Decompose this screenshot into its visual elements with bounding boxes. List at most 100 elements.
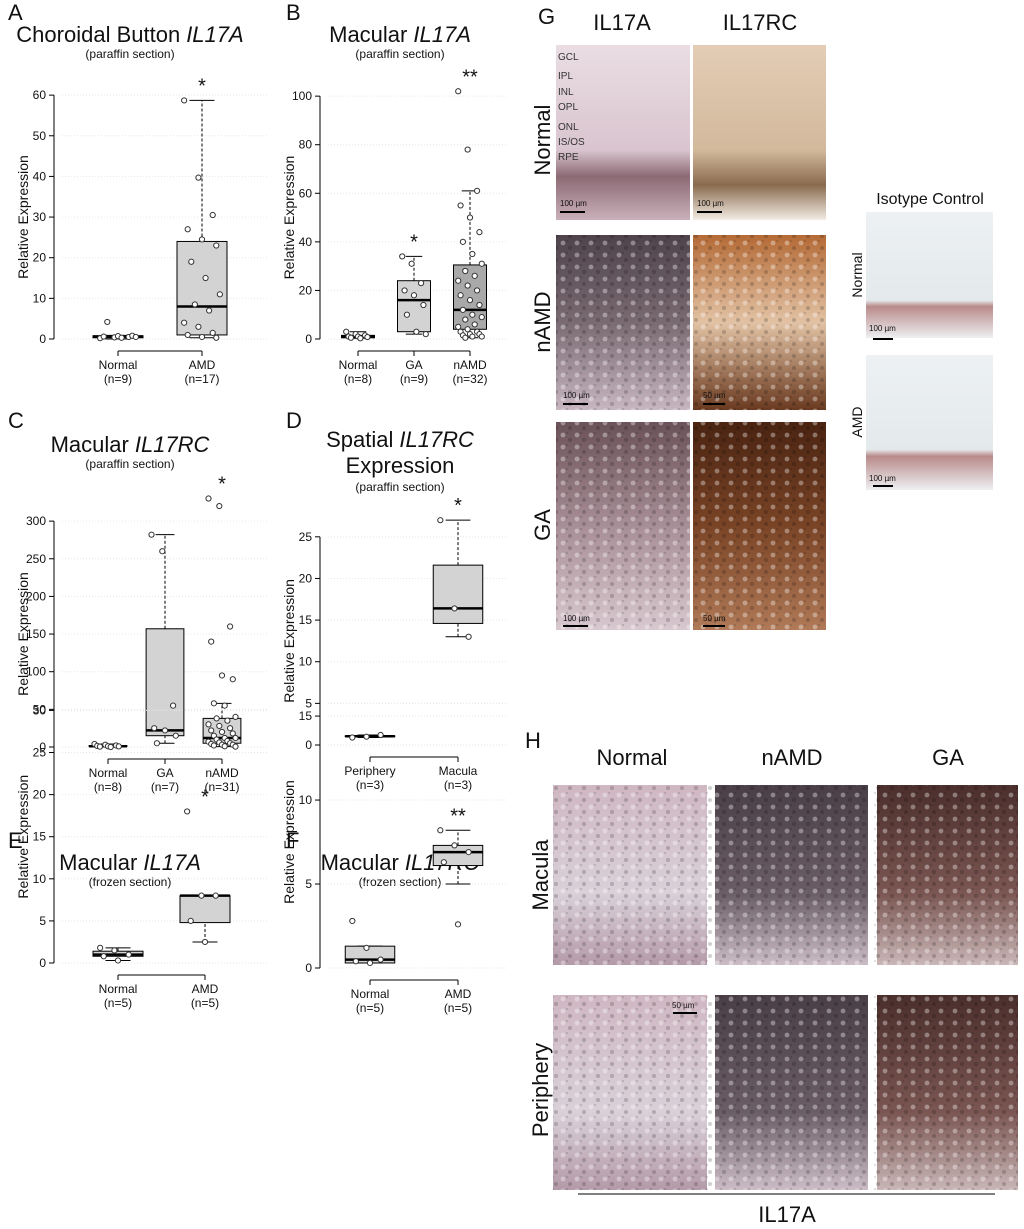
x-tick-label: Normal xyxy=(99,358,138,372)
chart-subtitle: (paraffin section) xyxy=(355,480,444,494)
data-point xyxy=(437,827,444,834)
data-point xyxy=(366,959,374,967)
group-n: (n=5) xyxy=(444,1001,472,1015)
x-tick-label: Normal xyxy=(99,982,138,996)
panel-letter: H xyxy=(525,728,541,753)
data-point xyxy=(114,957,122,964)
data-point xyxy=(357,335,364,342)
micrograph xyxy=(693,45,826,220)
data-point xyxy=(457,202,464,209)
data-point xyxy=(184,226,191,233)
y-tick-label: 0 xyxy=(39,332,46,346)
data-point xyxy=(216,502,223,510)
box xyxy=(432,844,484,867)
data-point xyxy=(229,730,236,737)
data-point xyxy=(478,333,485,340)
data-point xyxy=(208,727,215,734)
group-n: (n=31) xyxy=(204,780,239,794)
data-point xyxy=(107,743,114,751)
significance: * xyxy=(410,231,418,253)
data-point xyxy=(100,333,107,340)
data-point xyxy=(213,242,220,249)
data-point xyxy=(399,253,406,260)
panel-letter: C xyxy=(8,408,24,433)
x-tick-label: Periphery xyxy=(344,764,395,778)
significance: * xyxy=(198,75,206,97)
group-n: (n=3) xyxy=(444,778,472,792)
data-point xyxy=(464,282,471,289)
y-axis-label: Relative Expression xyxy=(281,579,297,703)
data-point xyxy=(216,722,223,730)
data-point xyxy=(349,917,356,925)
chart-title: Expression xyxy=(346,453,455,478)
x-tick-label: GA xyxy=(156,766,173,780)
title-text: Macular xyxy=(51,432,129,457)
micrograph xyxy=(556,45,690,220)
chart-title: Macular IL17A xyxy=(329,22,471,47)
chart-subtitle: (paraffin section) xyxy=(355,47,444,61)
panel-letter: F xyxy=(286,828,299,853)
y-tick-label: 5 xyxy=(39,914,46,928)
data-point xyxy=(169,702,177,709)
data-point xyxy=(464,326,471,333)
data-point xyxy=(148,531,155,538)
data-point xyxy=(213,715,220,722)
x-tick-label: Normal xyxy=(89,766,128,780)
row-label: Periphery xyxy=(528,1043,553,1137)
data-point xyxy=(455,277,462,284)
data-point xyxy=(161,727,169,734)
y-tick-label: 15 xyxy=(33,830,47,844)
data-point xyxy=(476,301,483,309)
column-label: IL17A xyxy=(593,10,651,35)
micrograph-texture xyxy=(556,422,690,630)
data-point xyxy=(413,328,420,335)
data-point xyxy=(153,740,161,747)
y-axis-label: Relative Expression xyxy=(15,775,31,899)
y-tick-label: 100 xyxy=(26,665,46,679)
data-point xyxy=(111,947,118,954)
data-point xyxy=(465,633,472,640)
scale-bar-label: 100 µm xyxy=(563,391,590,400)
data-point xyxy=(377,731,384,739)
data-point xyxy=(209,211,216,219)
significance: * xyxy=(218,474,226,496)
data-point xyxy=(181,97,188,104)
micrograph-texture xyxy=(556,235,690,410)
data-point xyxy=(451,605,458,612)
x-tick-label: AMD xyxy=(445,987,472,1001)
data-point xyxy=(347,334,355,341)
data-point xyxy=(188,258,195,265)
footer-label: IL17A xyxy=(758,1202,816,1227)
row-label: Macula xyxy=(528,839,553,911)
group-n: (n=9) xyxy=(104,372,132,386)
y-tick-label: 60 xyxy=(299,186,313,200)
data-point xyxy=(417,280,425,287)
y-tick-label: 20 xyxy=(299,571,313,585)
data-point xyxy=(469,333,476,340)
x-tick-label: GA xyxy=(405,358,422,372)
box-chart: B Macular IL17A(paraffin section) Relative … xyxy=(281,0,508,386)
group-n: (n=17) xyxy=(184,372,219,386)
data-point xyxy=(478,314,485,321)
title-gene: IL17RC xyxy=(135,432,210,457)
data-point xyxy=(159,548,166,555)
group-n: (n=5) xyxy=(104,996,132,1010)
data-point xyxy=(198,892,205,899)
data-point xyxy=(201,938,209,946)
x-tick-label: AMD xyxy=(192,982,219,996)
y-tick-label: 40 xyxy=(33,169,47,183)
y-tick-label: 25 xyxy=(299,530,313,544)
panel-letter: D xyxy=(286,408,302,433)
data-point xyxy=(454,921,462,928)
chart-subtitle: (frozen section) xyxy=(89,875,172,889)
title-gene: IL17A xyxy=(186,22,244,47)
y-tick-label: 10 xyxy=(299,793,313,807)
data-point xyxy=(466,214,474,221)
data-point xyxy=(408,260,415,267)
data-point xyxy=(232,734,239,742)
group-n: (n=8) xyxy=(94,780,122,794)
y-tick-label: 50 xyxy=(33,129,47,143)
group-n: (n=5) xyxy=(191,996,219,1010)
panel-letter: B xyxy=(286,0,301,25)
y-tick-label: 25 xyxy=(33,746,47,760)
